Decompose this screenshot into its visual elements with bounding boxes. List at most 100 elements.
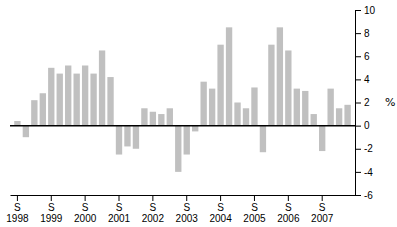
x-tick: S2001 [108, 195, 131, 224]
y-tick-label: -6 [364, 190, 373, 201]
x-tick-mark [152, 195, 153, 201]
x-tick-label: S2002 [142, 202, 165, 224]
y-tick-mark [355, 103, 361, 104]
y-tick: 10 [355, 5, 376, 16]
bar [57, 74, 63, 126]
x-tick: S2005 [243, 195, 266, 224]
y-tick-label: 8 [364, 28, 370, 39]
x-tick-label-line: 2006 [277, 213, 300, 224]
y-axis: -6 -4 -2 0 2 4 6 8 10 [355, 5, 376, 201]
y-axis-line [356, 11, 362, 196]
bar [82, 66, 88, 126]
x-tick-label-line: 1999 [40, 213, 63, 224]
x-tick-label-line: S [251, 202, 258, 213]
y-tick: 6 [355, 51, 370, 62]
zero-line [10, 125, 355, 127]
bar [23, 126, 29, 138]
bar [175, 126, 181, 172]
x-tick-label: S2004 [209, 202, 232, 224]
bar [40, 93, 46, 125]
y-tick: 0 [355, 120, 370, 131]
x-tick-label-line: S [82, 202, 89, 213]
bar [311, 114, 317, 126]
bar [243, 108, 249, 125]
bar [116, 126, 122, 155]
bar [158, 114, 164, 126]
x-tick-label: S1999 [40, 202, 63, 224]
x-tick-label-line: S [285, 202, 292, 213]
y-tick: 2 [355, 97, 370, 108]
x-tick-label-line: S [48, 202, 55, 213]
y-tick-label: 6 [364, 51, 370, 62]
x-tick-mark [51, 195, 52, 201]
x-tick-label-line: S [14, 202, 21, 213]
y-tick: 8 [355, 28, 370, 39]
y-tick-label: 0 [364, 120, 370, 131]
bar [226, 27, 232, 125]
x-tick-label-line: S [319, 202, 326, 213]
y-tick-label: 2 [364, 97, 370, 108]
bar [73, 74, 79, 126]
y-tick-mark [355, 195, 361, 196]
x-tick-label: S2001 [108, 202, 131, 224]
x-tick-mark [85, 195, 86, 201]
x-tick-label-line: 2007 [311, 213, 334, 224]
x-tick-label-line: 2004 [209, 213, 232, 224]
x-tick-label: S2006 [277, 202, 300, 224]
x-tick-label-line: S [183, 202, 190, 213]
x-tick-label-line: 2000 [74, 213, 97, 224]
bar [141, 108, 147, 125]
bar [184, 126, 190, 155]
x-tick: S2002 [142, 195, 165, 224]
x-axis: S1998S1999S2000S2001S2002S2003S2004S2005… [6, 195, 355, 224]
x-tick: S1999 [40, 195, 63, 224]
x-tick-mark [322, 195, 323, 201]
x-tick: S2003 [176, 195, 199, 224]
x-tick-mark [119, 195, 120, 201]
bar [124, 126, 130, 147]
x-tick-label-line: S [116, 202, 123, 213]
x-tick-label: S2005 [243, 202, 266, 224]
y-tick-mark [355, 149, 361, 150]
y-tick-mark [355, 126, 361, 127]
y-tick-label: -4 [364, 167, 373, 178]
x-tick-label: S1998 [6, 202, 29, 224]
bar [344, 105, 350, 126]
y-tick-mark [355, 10, 361, 11]
bar [200, 82, 206, 126]
x-tick: S2004 [209, 195, 232, 224]
x-tick: S2007 [311, 195, 334, 224]
bar [336, 108, 342, 125]
x-tick-mark [17, 195, 18, 201]
x-tick-mark [186, 195, 187, 201]
bar [31, 100, 37, 125]
x-tick-label: S2000 [74, 202, 97, 224]
y-tick-label: 4 [364, 74, 370, 85]
x-tick: S1998 [6, 195, 29, 224]
y-tick-label: -2 [364, 143, 373, 154]
x-tick: S2006 [277, 195, 300, 224]
x-tick-mark [288, 195, 289, 201]
bar [251, 87, 257, 125]
plot: S1998S1999S2000S2001S2002S2003S2004S2005… [6, 5, 395, 224]
x-tick: S2000 [74, 195, 97, 224]
x-tick-label-line: S [150, 202, 157, 213]
bar [285, 50, 291, 125]
bar [150, 112, 156, 126]
bar [268, 45, 274, 126]
bar [209, 89, 215, 126]
bar [99, 50, 105, 125]
y-tick-mark [355, 56, 361, 57]
x-tick-label-line: 2005 [243, 213, 266, 224]
bar [319, 126, 325, 151]
bar [234, 103, 240, 126]
x-tick-mark [220, 195, 221, 201]
chart: S1998S1999S2000S2001S2002S2003S2004S2005… [0, 0, 397, 227]
y-tick: 4 [355, 74, 370, 85]
bar [133, 126, 139, 149]
bar [327, 89, 333, 126]
y-tick-mark [355, 79, 361, 80]
y-tick-label: 10 [364, 5, 376, 16]
bar [302, 91, 308, 126]
bar [107, 77, 113, 126]
